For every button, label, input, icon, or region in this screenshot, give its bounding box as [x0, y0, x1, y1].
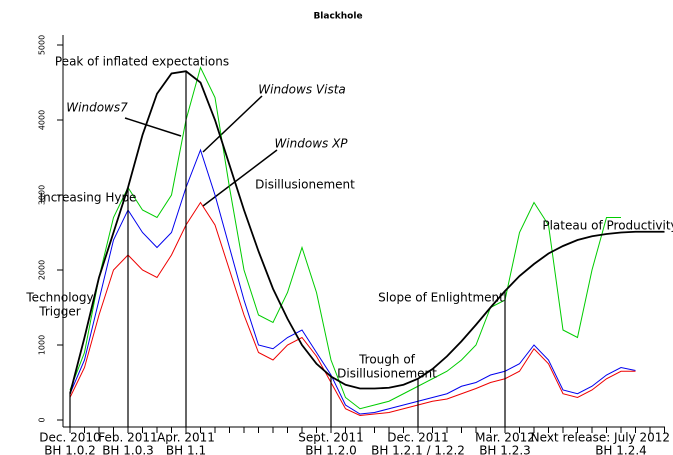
annotation: Trough of [358, 353, 416, 367]
annotation: Technology [25, 291, 93, 305]
series-line [69, 148, 636, 415]
x-tick-label: Sept. 2011 [298, 431, 364, 445]
x-tick-label: Mar. 2012 [475, 431, 535, 445]
annotation: Disillusionement [337, 367, 437, 381]
release-label: BH 1.2.3 [479, 444, 531, 455]
annotation: Windows XP [274, 137, 348, 151]
x-tick-label: Dec. 2011 [387, 431, 448, 445]
release-label: BH 1.1 [166, 444, 206, 455]
annotation: Disillusionement [255, 178, 355, 192]
y-tick-label: 2000 [38, 260, 47, 280]
chart-title: Blackhole [313, 12, 362, 22]
series-line [69, 70, 665, 394]
x-tick-label: Next release: July 2012 [531, 431, 670, 445]
annotation: Peak of inflated expectations [55, 55, 229, 69]
release-label: BH 1.2.1 / 1.2.2 [371, 444, 465, 455]
annotation: Windows7 [66, 101, 128, 115]
annotation: Trigger [38, 305, 80, 319]
x-tick-label: Apr. 2011 [157, 431, 215, 445]
release-label: BH 1.0.2 [44, 444, 96, 455]
series-line [69, 201, 636, 417]
pointer [202, 95, 263, 153]
release-label: BH 1.2.4 [595, 444, 647, 455]
y-tick-label: 4000 [38, 110, 47, 130]
y-tick-label: 1000 [38, 335, 47, 355]
x-tick-label: Dec. 2010 [39, 431, 100, 445]
x-tick-label: Feb. 2011 [98, 431, 157, 445]
annotation: Increasing Hype [40, 191, 137, 205]
annotation: Slope of Enlightment [378, 291, 504, 305]
series-line [69, 66, 621, 410]
release-label: BH 1.0.3 [102, 444, 154, 455]
y-tick-label: 0 [38, 417, 47, 422]
release-label: BH 1.2.0 [305, 444, 357, 455]
annotation: Windows Vista [258, 83, 346, 97]
y-tick-label: 5000 [38, 35, 47, 55]
annotation: Plateau of Productivity [542, 219, 673, 233]
y-tick-label: 3000 [38, 185, 47, 205]
pointer [124, 117, 182, 137]
